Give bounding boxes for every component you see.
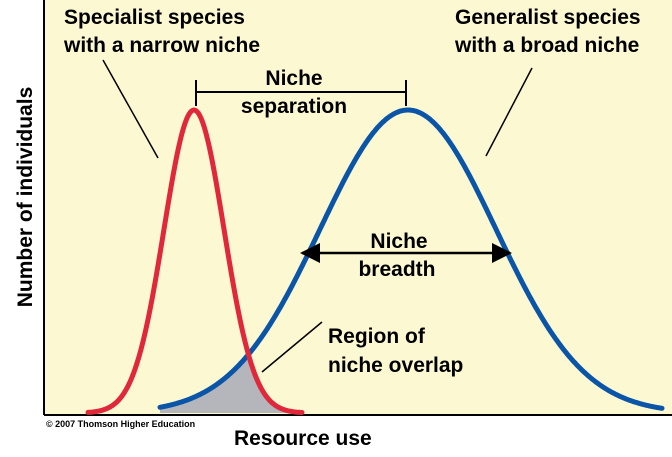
overlap-label-line1: Region of (328, 325, 426, 348)
niche-separation-bracket (195, 80, 407, 106)
copyright-notice: © 2007 Thomson Higher Education (46, 419, 195, 429)
niche-separation-label-line2: separation (241, 95, 347, 118)
generalist-label-line2: with a broad niche (454, 34, 639, 57)
niche-breadth-label-line2: breadth (358, 258, 435, 281)
niche-breadth-label-line1: Niche (370, 230, 427, 253)
specialist-label-line1: Specialist species (64, 6, 245, 29)
generalist-leader-line (485, 67, 533, 157)
generalist-label-line1: Generalist species (455, 6, 641, 29)
niche-separation-label-line1: Niche (265, 67, 322, 90)
generalist-species-curve (157, 107, 665, 411)
x-axis-label: Resource use (234, 427, 372, 450)
specialist-label-line2: with a narrow niche (63, 34, 260, 57)
specialist-leader-line (102, 59, 159, 159)
y-axis-label: Number of individuals (14, 87, 37, 308)
plot-background (44, 0, 672, 415)
specialist-species-curve (85, 107, 305, 415)
overlap-label-line2: niche overlap (328, 354, 463, 377)
overlap-leader-line (261, 321, 323, 373)
